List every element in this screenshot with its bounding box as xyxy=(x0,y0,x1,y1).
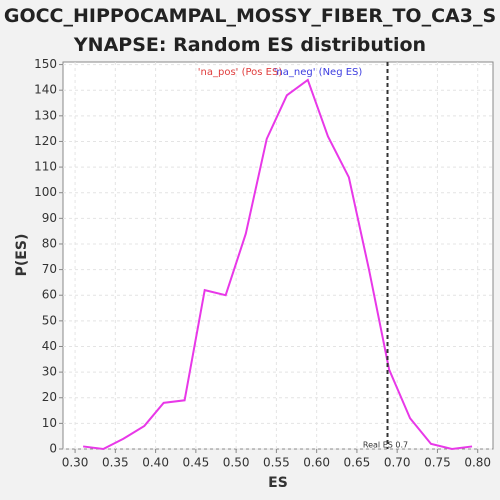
y-axis-label: P(ES) xyxy=(14,234,30,277)
x-tick-label: 0.80 xyxy=(464,456,491,470)
legend-entry: 'na_pos' (Pos ES) xyxy=(198,67,283,78)
y-tick-label: 30 xyxy=(42,365,57,379)
x-tick-label: 0.55 xyxy=(263,456,290,470)
y-tick-label: 80 xyxy=(42,236,57,250)
x-tick-label: 0.30 xyxy=(62,456,89,470)
x-tick-label: 0.75 xyxy=(424,456,451,470)
legend-entry: 'na_neg' (Neg ES) xyxy=(274,67,363,78)
x-tick-label: 0.35 xyxy=(102,456,129,470)
line xyxy=(83,78,473,451)
x-tick-label: 0.70 xyxy=(384,456,411,470)
x-tick-label: 0.60 xyxy=(303,456,330,470)
y-tick-label: 130 xyxy=(34,108,57,122)
x-axis-label: ES xyxy=(268,475,288,491)
chart-title: GOCC_HIPPOCAMPAL_MOSSY_FIBER_TO_CA3_SYNA… xyxy=(3,5,497,56)
x-tick-label: 0.50 xyxy=(223,456,250,470)
y-tick-label: 50 xyxy=(42,313,57,327)
y-tick-label: 70 xyxy=(42,262,57,276)
y-tick-label: 100 xyxy=(34,185,57,199)
x-tick-label: 0.65 xyxy=(344,456,371,470)
y-tick-label: 40 xyxy=(42,339,57,353)
x-tick-label: 0.45 xyxy=(183,456,210,470)
y-tick-label: 90 xyxy=(42,211,57,225)
y-tick-label: 10 xyxy=(42,416,57,430)
x-tick-label: 0.40 xyxy=(142,456,169,470)
real-es-label: Real ES 0.7 xyxy=(363,441,408,450)
y-tick-label: 0 xyxy=(49,442,57,456)
y-tick-label: 20 xyxy=(42,390,57,404)
y-tick-label: 140 xyxy=(34,83,57,97)
y-tick-label: 110 xyxy=(34,160,57,174)
y-tick-label: 60 xyxy=(42,288,57,302)
y-tick-label: 120 xyxy=(34,134,57,148)
y-tick-label: 150 xyxy=(34,57,57,71)
plot-area xyxy=(62,61,494,450)
